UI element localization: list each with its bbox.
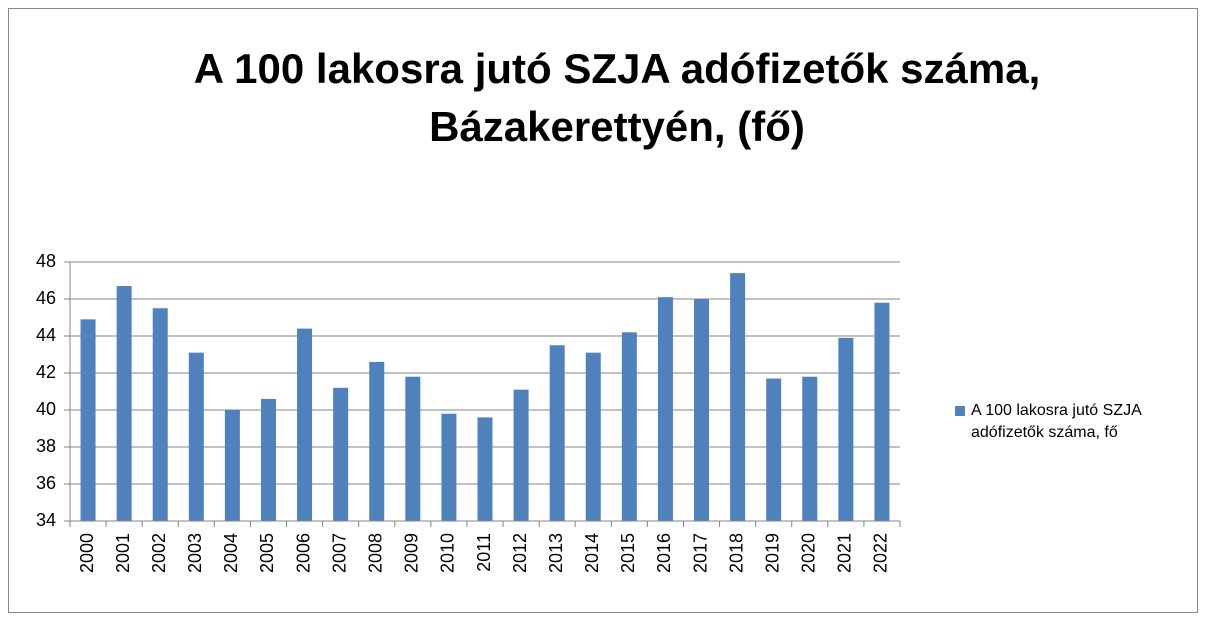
chart-frame bbox=[8, 8, 1198, 613]
bar bbox=[260, 398, 276, 521]
bar bbox=[657, 297, 673, 521]
y-tick-label: 34 bbox=[36, 510, 56, 530]
bar bbox=[369, 361, 385, 521]
bar bbox=[477, 417, 493, 521]
bar bbox=[513, 389, 529, 521]
bar bbox=[405, 376, 421, 521]
x-tick-label: 2010 bbox=[438, 533, 458, 573]
x-tick-label: 2007 bbox=[329, 533, 349, 573]
y-tick-label: 36 bbox=[36, 473, 56, 493]
bar bbox=[297, 328, 313, 521]
bar bbox=[333, 387, 349, 521]
x-tick-label: 2013 bbox=[546, 533, 566, 573]
x-tick-label: 2003 bbox=[185, 533, 205, 573]
legend: A 100 lakosra jutó SZJA adófizetők száma… bbox=[955, 400, 1190, 444]
x-tick-label: 2020 bbox=[799, 533, 819, 573]
y-tick-label: 38 bbox=[36, 436, 56, 456]
bar bbox=[694, 299, 710, 521]
x-tick-label: 2005 bbox=[257, 533, 277, 573]
x-tick-label: 2000 bbox=[77, 533, 97, 573]
x-tick-label: 2022 bbox=[871, 533, 891, 573]
y-tick-label: 46 bbox=[36, 288, 56, 308]
bar bbox=[224, 410, 240, 521]
x-tick-label: 2009 bbox=[402, 533, 422, 573]
bar bbox=[188, 352, 204, 521]
bar bbox=[621, 332, 637, 521]
y-tick-label: 40 bbox=[36, 399, 56, 419]
bar bbox=[730, 273, 746, 521]
x-tick-label: 2002 bbox=[149, 533, 169, 573]
bar bbox=[585, 352, 601, 521]
legend-label: A 100 lakosra jutó SZJA adófizetők száma… bbox=[971, 402, 1141, 441]
x-tick-label: 2016 bbox=[654, 533, 674, 573]
bar bbox=[152, 308, 168, 521]
x-tick-label: 2006 bbox=[293, 533, 313, 573]
bar bbox=[802, 376, 818, 521]
bar bbox=[838, 337, 854, 521]
bar bbox=[441, 413, 457, 521]
bar bbox=[874, 302, 890, 521]
bar bbox=[80, 319, 96, 521]
x-tick-label: 2012 bbox=[510, 533, 530, 573]
y-tick-label: 44 bbox=[36, 325, 56, 345]
chart-title: A 100 lakosra jutó SZJA adófizetők száma… bbox=[193, 45, 1041, 150]
bar bbox=[116, 286, 132, 521]
x-tick-label: 2021 bbox=[835, 533, 855, 573]
x-tick-label: 2004 bbox=[221, 533, 241, 573]
x-tick-label: 2011 bbox=[474, 533, 494, 572]
x-tick-label: 2008 bbox=[365, 533, 385, 573]
y-tick-label: 42 bbox=[36, 362, 56, 382]
x-tick-label: 2014 bbox=[582, 533, 602, 573]
x-tick-label: 2018 bbox=[726, 533, 746, 573]
bar bbox=[549, 345, 565, 521]
y-tick-label: 48 bbox=[36, 251, 56, 271]
legend-swatch bbox=[955, 406, 965, 416]
x-tick-label: 2019 bbox=[762, 533, 782, 573]
x-tick-label: 2015 bbox=[618, 533, 638, 573]
x-tick-label: 2017 bbox=[690, 533, 710, 573]
bar bbox=[766, 378, 782, 521]
x-tick-label: 2001 bbox=[113, 533, 133, 573]
